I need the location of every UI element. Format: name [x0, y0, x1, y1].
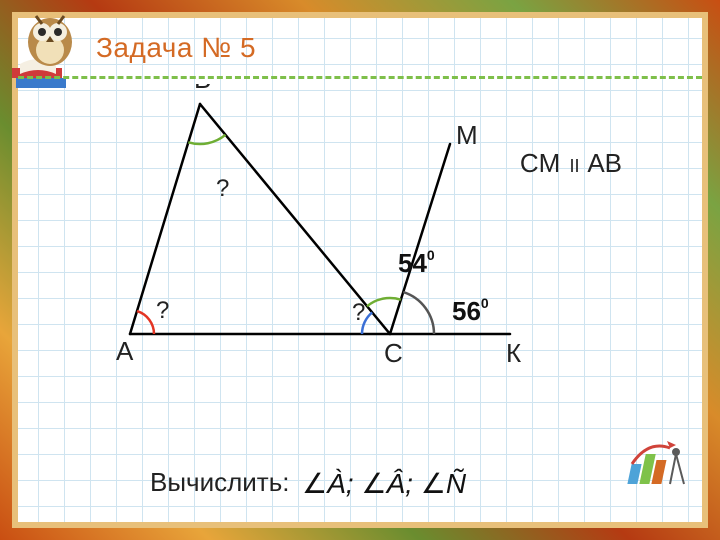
book-blue: [16, 78, 66, 88]
angle-arc: [137, 311, 154, 334]
parallel-seg2: AB: [587, 148, 622, 178]
calculate-label: Вычислить:: [150, 467, 289, 498]
angle-arc: [367, 298, 401, 306]
question-mark: ?: [216, 175, 229, 202]
parallel-note: CM II AB: [520, 148, 622, 179]
angle-value: 540: [398, 247, 435, 278]
chart-icon: [626, 434, 686, 490]
dashed-divider: [18, 76, 702, 79]
problem-title: Задача № 5: [96, 32, 256, 64]
question-mark: ?: [352, 299, 365, 326]
calculate-expression: ∠À; ∠Â; ∠Ñ: [302, 467, 466, 500]
vertex-label-C: С: [384, 338, 403, 368]
geometry-figure: А В С К M??? 540 560: [80, 84, 620, 434]
parallel-symbol: II: [568, 156, 582, 176]
angle-arc: [403, 292, 434, 334]
angle-arc: [188, 135, 225, 144]
angle-value: 560: [452, 295, 489, 326]
owl-icon: [8, 8, 88, 98]
vertex-label-B: В: [194, 84, 211, 94]
compass-icon: [670, 449, 684, 484]
question-mark: ?: [156, 297, 169, 324]
vertex-label-K: К: [506, 338, 521, 368]
vertex-label-M: M: [456, 120, 478, 150]
segment-CM: [390, 144, 450, 334]
parallel-seg1: CM: [520, 148, 560, 178]
slide-root: Задача № 5 А В С К M??? 540 560 CM II AB Вычис…: [0, 0, 720, 540]
vertex-label-A: А: [116, 336, 134, 366]
